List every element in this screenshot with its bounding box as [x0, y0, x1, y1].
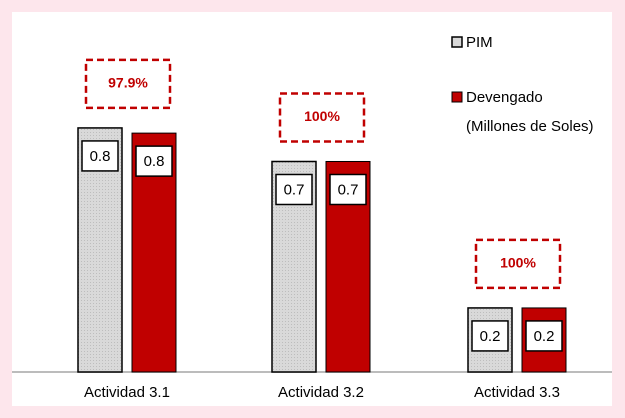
- legend-label: Devengado: [466, 89, 543, 106]
- x-tick-label: Actividad 3.3: [474, 384, 560, 401]
- legend-swatch: [451, 91, 463, 103]
- annotation: 97.9%: [108, 75, 148, 91]
- legend-note: (Millones de Soles): [466, 118, 594, 135]
- value-label: 0.8: [90, 148, 111, 165]
- value-label-box: [275, 173, 313, 206]
- value-label: 0.7: [338, 181, 359, 198]
- x-tick-label: Actividad 3.1: [84, 384, 170, 401]
- value-label: 0.7: [284, 181, 305, 198]
- x-tick-label: Actividad 3.2: [278, 384, 364, 401]
- value-label: 0.2: [480, 328, 501, 345]
- value-label-box: [329, 173, 367, 206]
- annotation: 100%: [304, 108, 340, 124]
- legend-swatch: [451, 36, 463, 48]
- value-label-box: [471, 320, 509, 352]
- annotation: 100%: [500, 255, 536, 271]
- value-label: 0.8: [144, 153, 165, 170]
- value-label-box: [525, 320, 563, 352]
- value-label-box: [81, 140, 119, 172]
- legend-label: PIM: [466, 34, 493, 51]
- value-label-box: [135, 145, 173, 177]
- value-label: 0.2: [534, 328, 555, 345]
